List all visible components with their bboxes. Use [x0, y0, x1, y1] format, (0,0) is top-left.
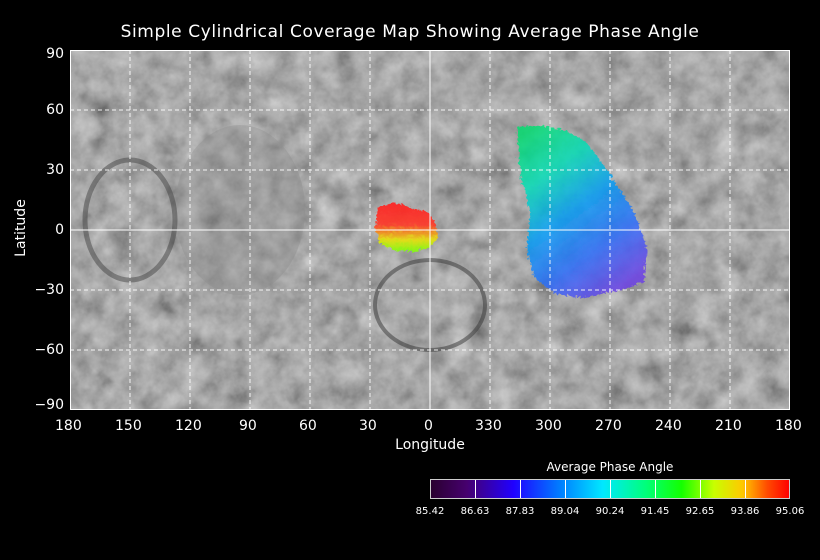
colorbar-tick-2: 87.83	[505, 506, 535, 517]
colorbar-tick-8: 95.06	[775, 506, 805, 517]
x-tick-0: 0	[424, 418, 433, 434]
map-canvas	[70, 50, 790, 410]
x-tick-150: 150	[115, 418, 142, 434]
x-tick-270: 270	[595, 418, 622, 434]
colorbar-tick-6: 92.65	[685, 506, 715, 517]
colorbar-tick-4: 90.24	[595, 506, 625, 517]
x-tick-240: 240	[655, 418, 682, 434]
y-tick-0: 0	[55, 222, 64, 238]
colorbar-tick-1: 86.63	[460, 506, 490, 517]
x-tick-120: 120	[175, 418, 202, 434]
colorbar-title: Average Phase Angle	[546, 460, 674, 474]
colorbar	[430, 479, 790, 499]
map-title: Simple Cylindrical Coverage Map Showing …	[120, 22, 700, 42]
coverage-region-1	[374, 200, 436, 250]
coverage-map	[70, 50, 790, 410]
x-tick-300: 300	[535, 418, 562, 434]
plot-frame	[70, 50, 790, 410]
x-tick-180-right: 180	[775, 418, 802, 434]
x-tick-330: 330	[475, 418, 502, 434]
colorbar-tick-0: 85.42	[415, 506, 445, 517]
y-tick-minus60: −60	[34, 342, 64, 358]
y-tick-90: 90	[46, 46, 64, 62]
x-tick-90: 90	[239, 418, 257, 434]
basin-feature	[175, 125, 305, 295]
x-tick-60: 60	[299, 418, 317, 434]
crater-ring	[82, 157, 178, 283]
y-tick-minus30: −30	[34, 282, 64, 298]
colorbar-tick-7: 93.86	[730, 506, 760, 517]
zero-lines	[70, 50, 790, 410]
x-tick-210: 210	[715, 418, 742, 434]
colorbar-tick-3: 89.04	[550, 506, 580, 517]
colorbar-tick-5: 91.45	[640, 506, 670, 517]
x-tick-180: 180	[55, 418, 82, 434]
y-tick-minus90: −90	[34, 397, 64, 413]
x-tick-30: 30	[359, 418, 377, 434]
y-tick-30: 30	[46, 162, 64, 178]
x-axis-label: Longitude	[395, 437, 465, 453]
coverage-region-2	[515, 123, 645, 296]
colorbar-dividers	[475, 480, 746, 498]
y-tick-60: 60	[46, 102, 64, 118]
